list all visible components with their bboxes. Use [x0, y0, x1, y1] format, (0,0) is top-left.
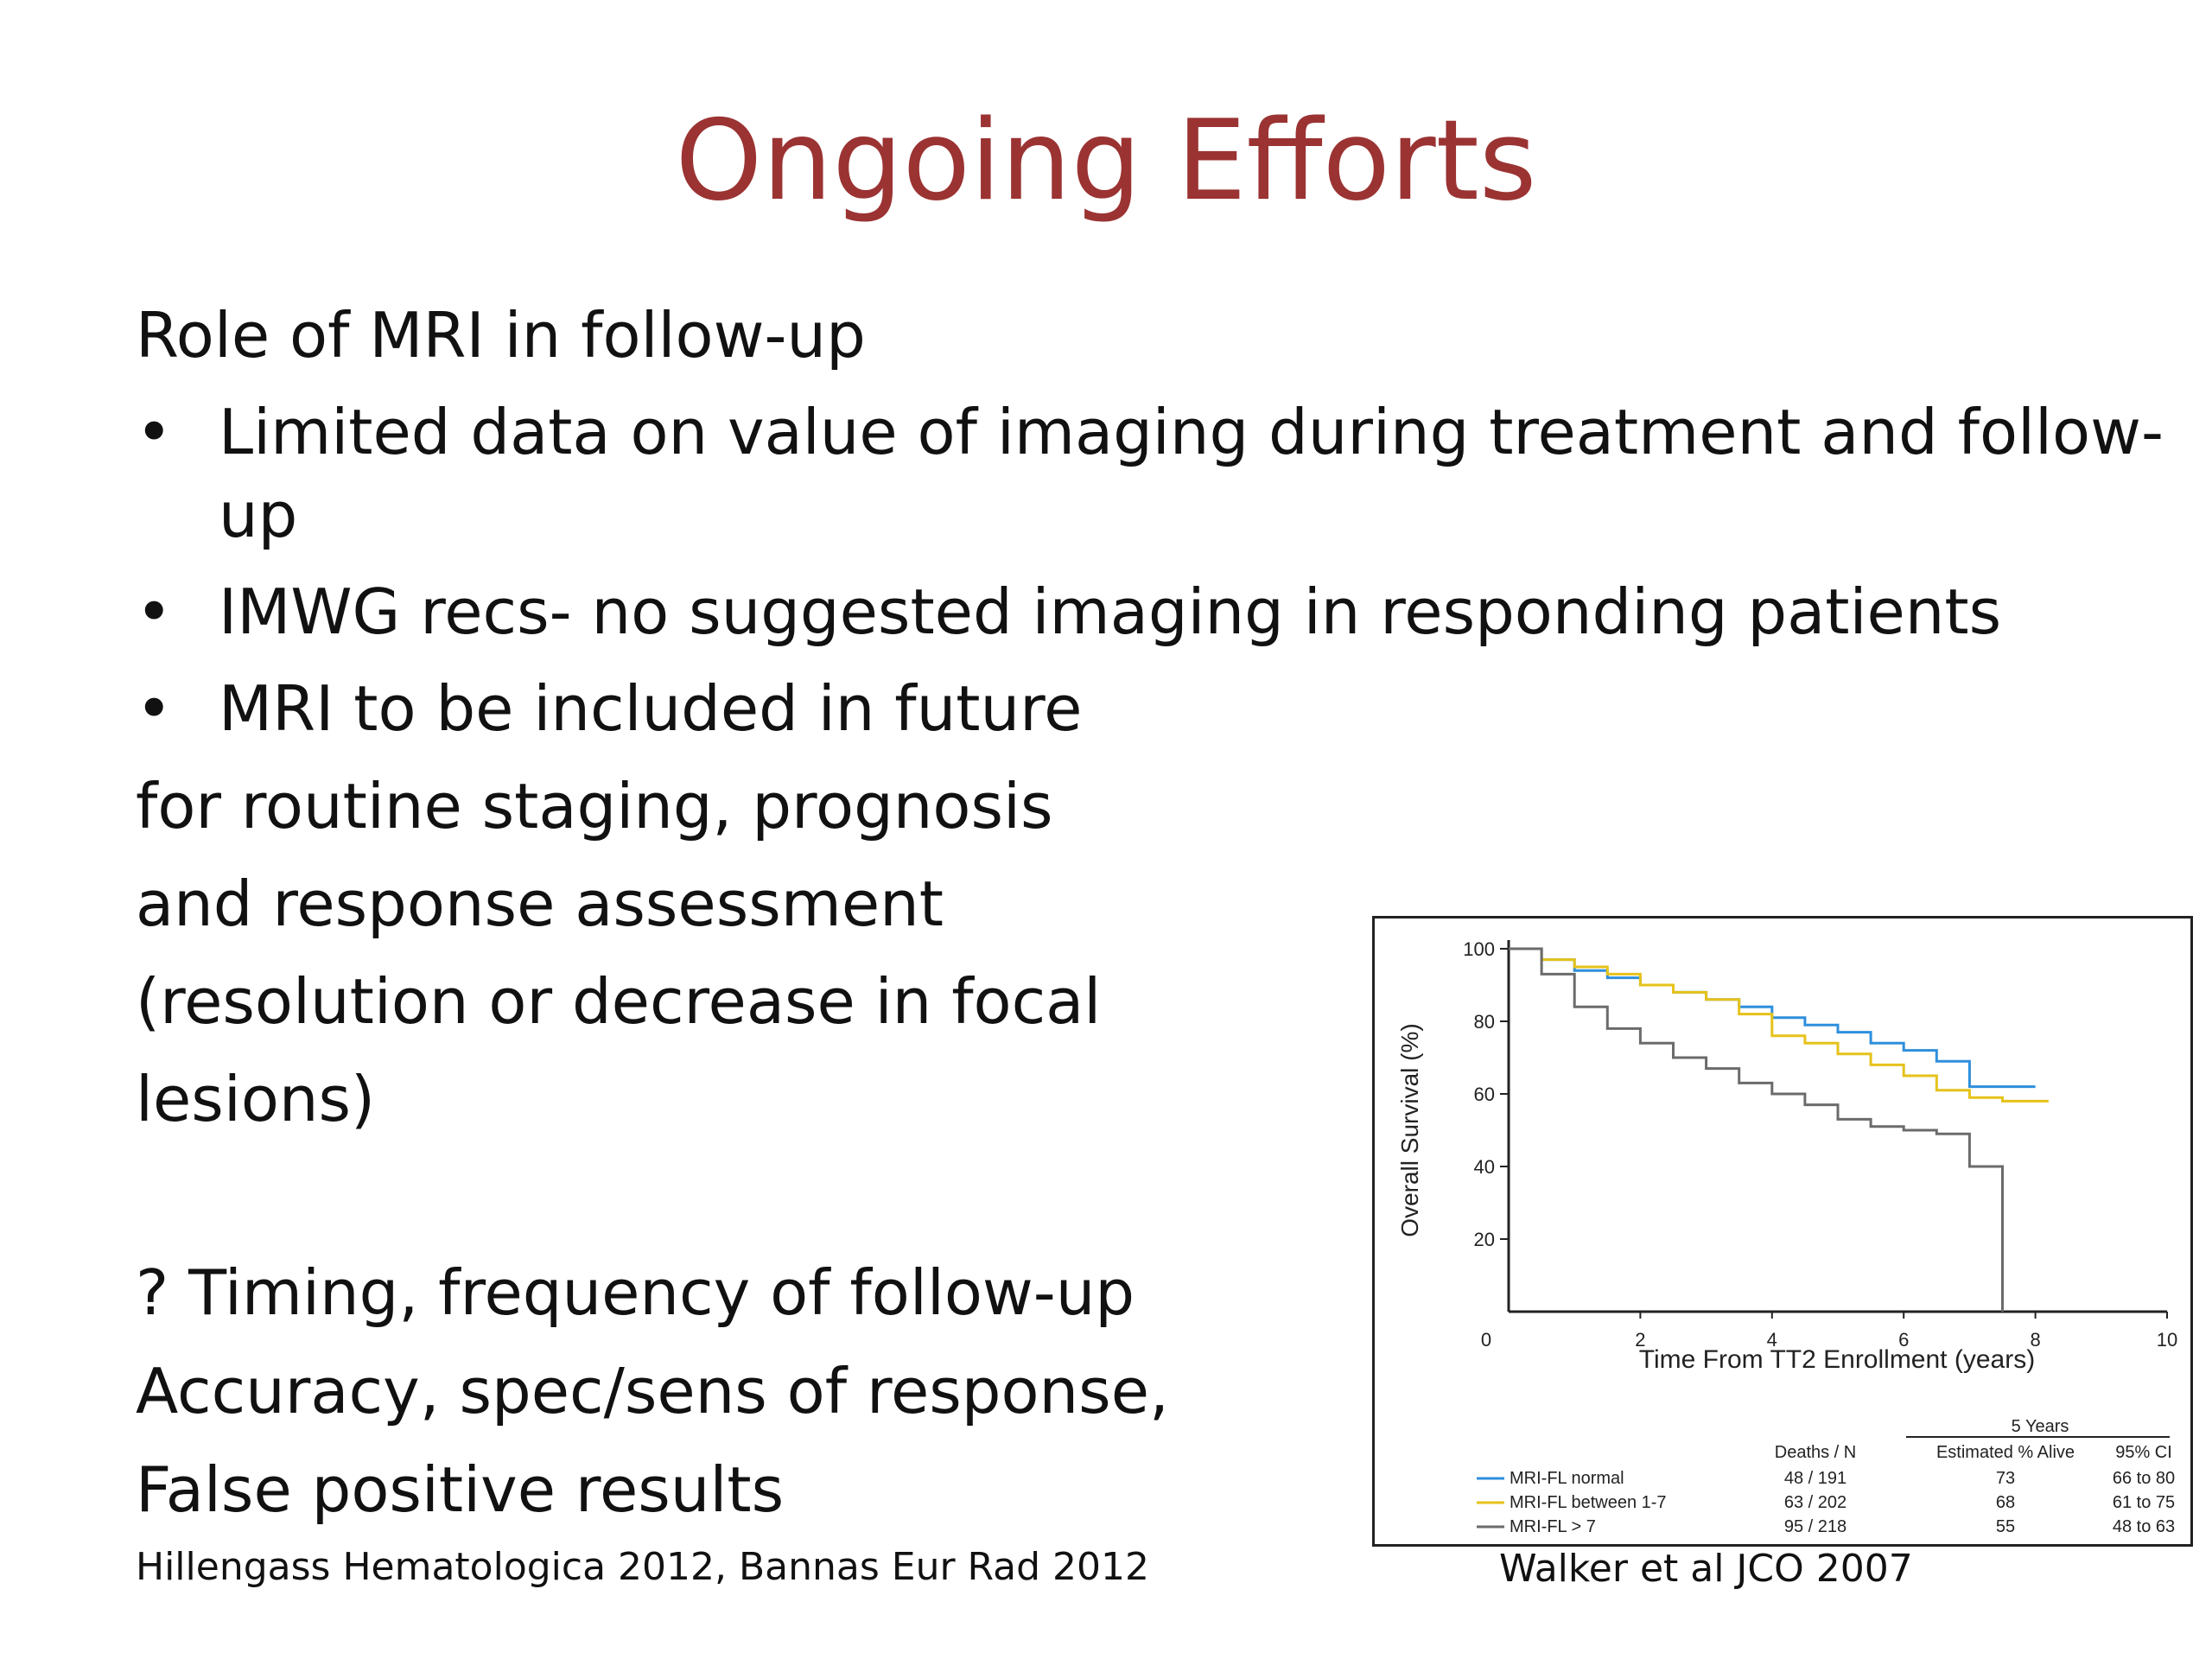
question-line: False positive results: [136, 1453, 785, 1526]
x-axis-label: Time From TT2 Enrollment (years): [1639, 1345, 2035, 1374]
series-line-2: [1509, 947, 2049, 1103]
continuation-line: for routine staging, prognosis: [136, 770, 1053, 842]
y-tick-label: 100: [1463, 938, 1495, 960]
table-cell: 68: [1996, 1493, 2015, 1512]
table-cell: 48 to 63: [2113, 1517, 2175, 1536]
citation-left: Hillengass Hematologica 2012, Bannas Eur…: [136, 1545, 1150, 1589]
bullet-text-continuation: up: [219, 479, 298, 551]
bullet-text: IMWG recs- no suggested imaging in respo…: [219, 575, 2002, 648]
survival-chart: 20 40 60 80 100 0 2 4 6 8 10 Time From TT2 Enrollme…: [1372, 916, 2193, 1547]
x-tick-label: 2: [1635, 1329, 1645, 1351]
table-column-header: Estimated % Alive: [1936, 1443, 2075, 1462]
table-cell: 61 to 75: [2113, 1493, 2175, 1512]
legend-label: MRI-FL between 1-7: [1510, 1493, 1667, 1512]
question-line: ? Timing, frequency of follow-up: [136, 1256, 1135, 1329]
x-tick-label: 4: [1767, 1329, 1777, 1351]
bullet-icon: •: [136, 672, 173, 745]
y-tick-label: 40: [1474, 1156, 1495, 1178]
question-line: Accuracy, spec/sens of response,: [136, 1355, 1169, 1427]
bullet-text: Limited data on value of imaging during …: [219, 396, 2164, 468]
y-axis-label: Overall Survival (%): [1396, 1023, 1423, 1236]
y-tick-label: 60: [1474, 1084, 1495, 1105]
continuation-line: and response assessment: [136, 868, 944, 940]
legend-label: MRI-FL > 7: [1510, 1517, 1596, 1536]
y-tick-label: 20: [1474, 1229, 1495, 1250]
table-cell: 63 / 202: [1784, 1493, 1847, 1512]
continuation-line: (resolution or decrease in focal: [136, 965, 1102, 1038]
bullet-icon: •: [136, 575, 173, 648]
table-cell: 55: [1996, 1517, 2015, 1536]
section-heading: Role of MRI in follow-up: [136, 299, 866, 372]
slide-title: Ongoing Efforts: [675, 97, 1537, 226]
legend-label: MRI-FL normal: [1510, 1469, 1624, 1488]
citation-right: Walker et al JCO 2007: [1499, 1547, 1913, 1591]
table-cell: 95 / 218: [1784, 1517, 1847, 1536]
table-cell: 48 / 191: [1784, 1469, 1847, 1488]
x-tick-label: 6: [1898, 1329, 1909, 1351]
x-tick-label: 8: [2030, 1329, 2040, 1351]
x-tick-label: 0: [1481, 1329, 1491, 1351]
table-column-header: Deaths / N: [1775, 1443, 1856, 1462]
table-cell: 73: [1996, 1469, 2015, 1488]
series-line-3: [1509, 947, 2004, 1312]
x-tick-label: 10: [2157, 1329, 2177, 1351]
table-column-header: 95% CI: [2115, 1443, 2172, 1462]
table-group-header: 5 Years: [2012, 1417, 2069, 1436]
table-cell: 66 to 80: [2113, 1469, 2175, 1488]
y-tick-label: 80: [1474, 1011, 1495, 1033]
bullet-text: MRI to be included in future: [219, 672, 1083, 745]
continuation-line: lesions): [136, 1063, 376, 1135]
bullet-icon: •: [136, 396, 173, 468]
